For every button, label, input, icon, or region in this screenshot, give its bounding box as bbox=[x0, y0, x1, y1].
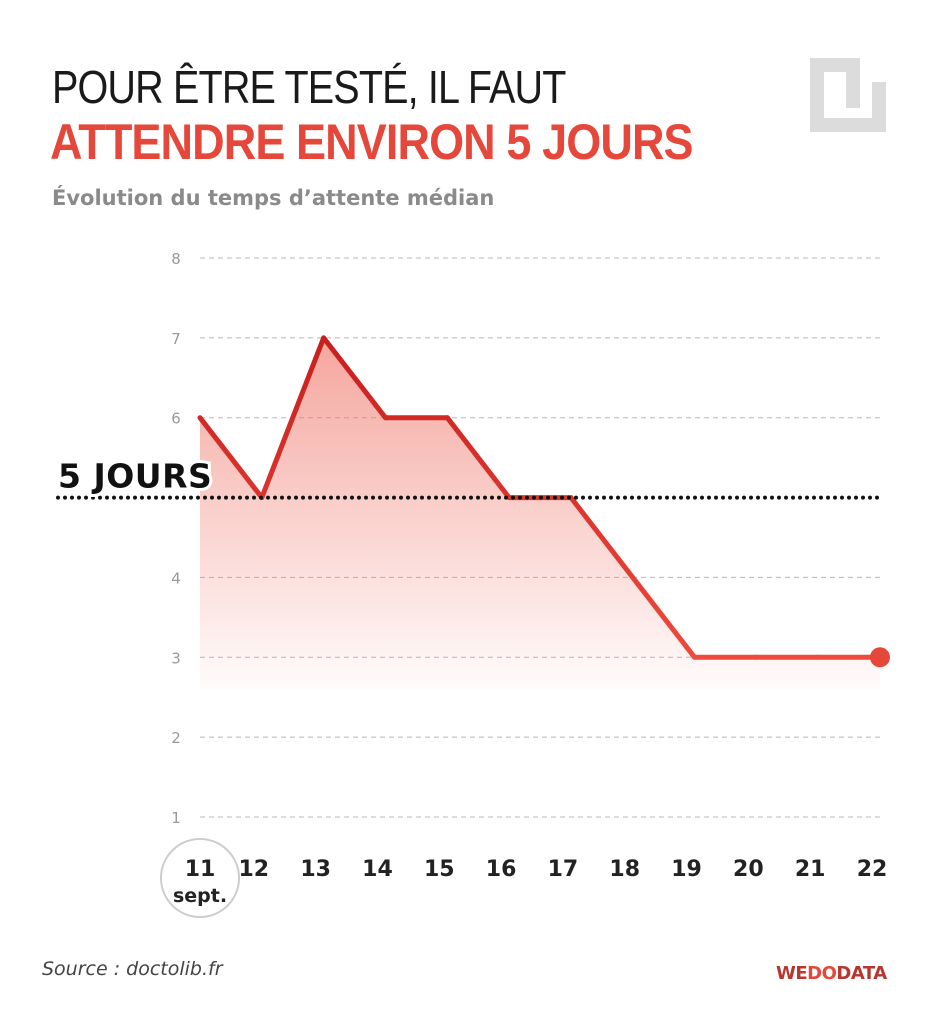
x-tick-label: 18 bbox=[609, 857, 640, 882]
brand-data: DATA bbox=[836, 963, 887, 984]
y-tick-label: 3 bbox=[171, 649, 181, 667]
y-tick-label: 7 bbox=[171, 330, 181, 348]
series-line-segment bbox=[568, 495, 636, 580]
series-line-segment bbox=[630, 574, 698, 660]
series-line-segment bbox=[197, 415, 265, 501]
first-date-highlight bbox=[160, 838, 240, 918]
brand-logo: WEDODATA bbox=[776, 963, 887, 984]
y-tick-label: 1 bbox=[171, 809, 181, 827]
square-spiral-logo-icon bbox=[810, 58, 886, 132]
y-tick-label: 8 bbox=[171, 250, 181, 268]
x-tick-label: 21 bbox=[795, 857, 826, 882]
x-tick-label: 19 bbox=[671, 857, 702, 882]
chart-title-line2: ATTENDRE ENVIRON 5 JOURS bbox=[50, 114, 694, 170]
y-tick-label: 4 bbox=[171, 569, 181, 587]
x-tick-label: 12 bbox=[239, 857, 270, 882]
x-tick-label: 16 bbox=[486, 857, 517, 882]
brand-do: DO bbox=[807, 963, 837, 984]
y-tick-label: 6 bbox=[171, 410, 181, 428]
reference-line-label: 5 JOURS bbox=[58, 457, 212, 496]
x-tick-label: 11 bbox=[185, 857, 216, 882]
series-line-segment bbox=[259, 335, 327, 501]
x-tick-label: 14 bbox=[362, 857, 393, 882]
last-data-point bbox=[870, 647, 890, 668]
x-tick-label: 15 bbox=[424, 857, 455, 882]
series-line-segment bbox=[321, 335, 388, 421]
x-tick-label: 20 bbox=[733, 857, 764, 882]
x-tick-label: 17 bbox=[548, 857, 579, 882]
chart-subtitle: Évolution du temps d’attente médian bbox=[52, 186, 495, 210]
area-fill bbox=[200, 337, 880, 690]
chart-title-line1: POUR ÊTRE TESTÉ, IL FAUT bbox=[52, 61, 566, 113]
brand-we: WE bbox=[776, 963, 808, 984]
series-line-segment bbox=[444, 415, 512, 501]
source-note: Source : doctolib.fr bbox=[42, 958, 223, 980]
x-tick-label: 22 bbox=[857, 857, 888, 882]
y-tick-label: 2 bbox=[171, 729, 181, 747]
x-tick-label: 13 bbox=[300, 857, 331, 882]
x-tick-label-month: sept. bbox=[173, 885, 227, 907]
